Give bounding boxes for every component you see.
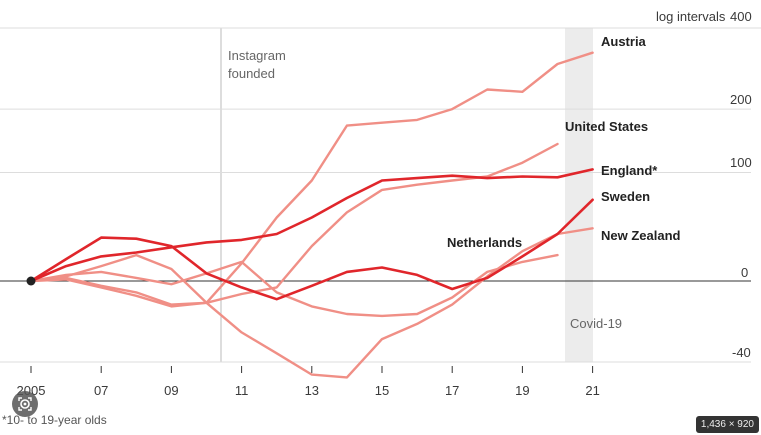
x-axis: 2005 07 09 11 13 15 17 19 21 <box>17 366 600 398</box>
series-line-sweden <box>29 198 594 301</box>
y-tick-400: 400 <box>730 9 752 24</box>
instagram-label-line1: Instagram <box>228 48 286 63</box>
series-label-england: England* <box>601 163 658 178</box>
x-tick-15: 15 <box>375 383 389 398</box>
series-line-austria <box>29 51 594 308</box>
x-tick-19: 19 <box>515 383 529 398</box>
footnote: *10- to 19-year olds <box>2 413 107 427</box>
lens-icon <box>18 397 32 411</box>
image-dimensions-badge: 1,436 × 920 <box>695 416 759 433</box>
x-tick-17: 17 <box>445 383 459 398</box>
covid-label: Covid-19 <box>570 316 622 331</box>
x-tick-09: 09 <box>164 383 178 398</box>
series-label-new-zealand: New Zealand <box>601 228 681 243</box>
series-line-united-states <box>29 142 559 306</box>
instagram-label-line2: founded <box>228 66 275 81</box>
series-label-united-states: United States <box>565 119 648 134</box>
y-tick-200: 200 <box>730 92 752 107</box>
covid-band <box>565 28 593 362</box>
series-label-sweden: Sweden <box>601 189 650 204</box>
scale-label: log intervals <box>656 9 726 24</box>
series-label-austria: Austria <box>601 34 647 49</box>
series-line-new-zealand <box>29 227 594 379</box>
series-label-netherlands: Netherlands <box>447 235 522 250</box>
y-tick-100: 100 <box>730 155 752 170</box>
x-tick-11: 11 <box>235 383 249 398</box>
lens-button[interactable] <box>12 391 38 417</box>
y-tick-0: 0 <box>741 265 748 280</box>
y-tick-minus-40: -40 <box>732 345 751 360</box>
x-tick-21: 21 <box>585 383 599 398</box>
origin-dot <box>26 276 36 286</box>
x-tick-07: 07 <box>94 383 108 398</box>
series-lines <box>29 51 594 379</box>
series-line-england <box>29 168 594 283</box>
x-tick-13: 13 <box>305 383 319 398</box>
grid <box>0 27 761 363</box>
